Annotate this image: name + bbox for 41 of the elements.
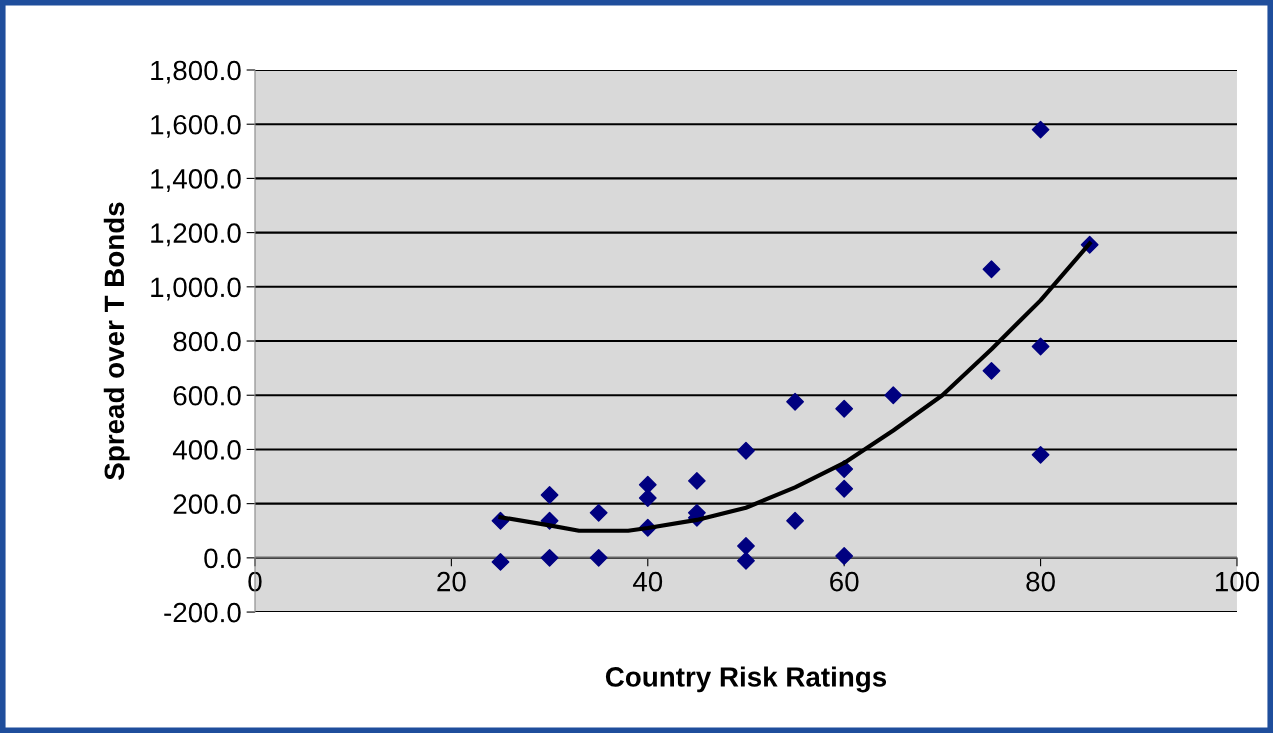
x-tick-label: 100 <box>1215 571 1260 592</box>
x-tick-label: 40 <box>632 571 663 592</box>
y-tick-label: 1,400.0 <box>151 169 241 193</box>
y-tick-label: -200.0 <box>164 602 241 623</box>
point <box>540 486 559 504</box>
point <box>982 260 1001 279</box>
x-tick-label: 80 <box>1026 571 1055 592</box>
x-tick-label: 20 <box>437 571 466 592</box>
point <box>491 553 510 571</box>
y-tick-label: 200.0 <box>173 494 241 514</box>
y-tick-label: 1,000.0 <box>151 277 241 301</box>
point <box>835 479 854 498</box>
y-tick-label: 0.0 <box>204 548 241 569</box>
point <box>1031 445 1050 464</box>
x-axis-title: Country Risk Ratings <box>605 666 887 693</box>
x-tick-label: 0 <box>248 571 262 592</box>
point <box>589 548 608 567</box>
y-tick-label: 600.0 <box>173 385 241 406</box>
point <box>786 392 804 411</box>
point <box>638 475 657 494</box>
y-tick-label: 1,200.0 <box>151 223 241 247</box>
y-tick-label: 1,800.0 <box>151 60 241 84</box>
point <box>1031 120 1050 139</box>
point <box>1031 337 1050 356</box>
point <box>835 547 854 565</box>
point <box>589 503 608 522</box>
point <box>687 471 706 490</box>
point <box>786 511 804 530</box>
point <box>638 489 657 507</box>
point <box>835 399 854 418</box>
point <box>737 537 755 555</box>
point <box>884 386 903 405</box>
point <box>982 361 1001 380</box>
point <box>540 548 559 567</box>
y-axis-title: Spread over T Bonds <box>103 202 130 480</box>
point <box>737 551 755 570</box>
x-tick-label: 60 <box>830 571 859 592</box>
y-tick-label: 400.0 <box>172 440 241 460</box>
point <box>737 441 755 460</box>
y-tick-label: 1,600.0 <box>151 114 241 138</box>
y-tick-label: 800.0 <box>173 331 241 352</box>
